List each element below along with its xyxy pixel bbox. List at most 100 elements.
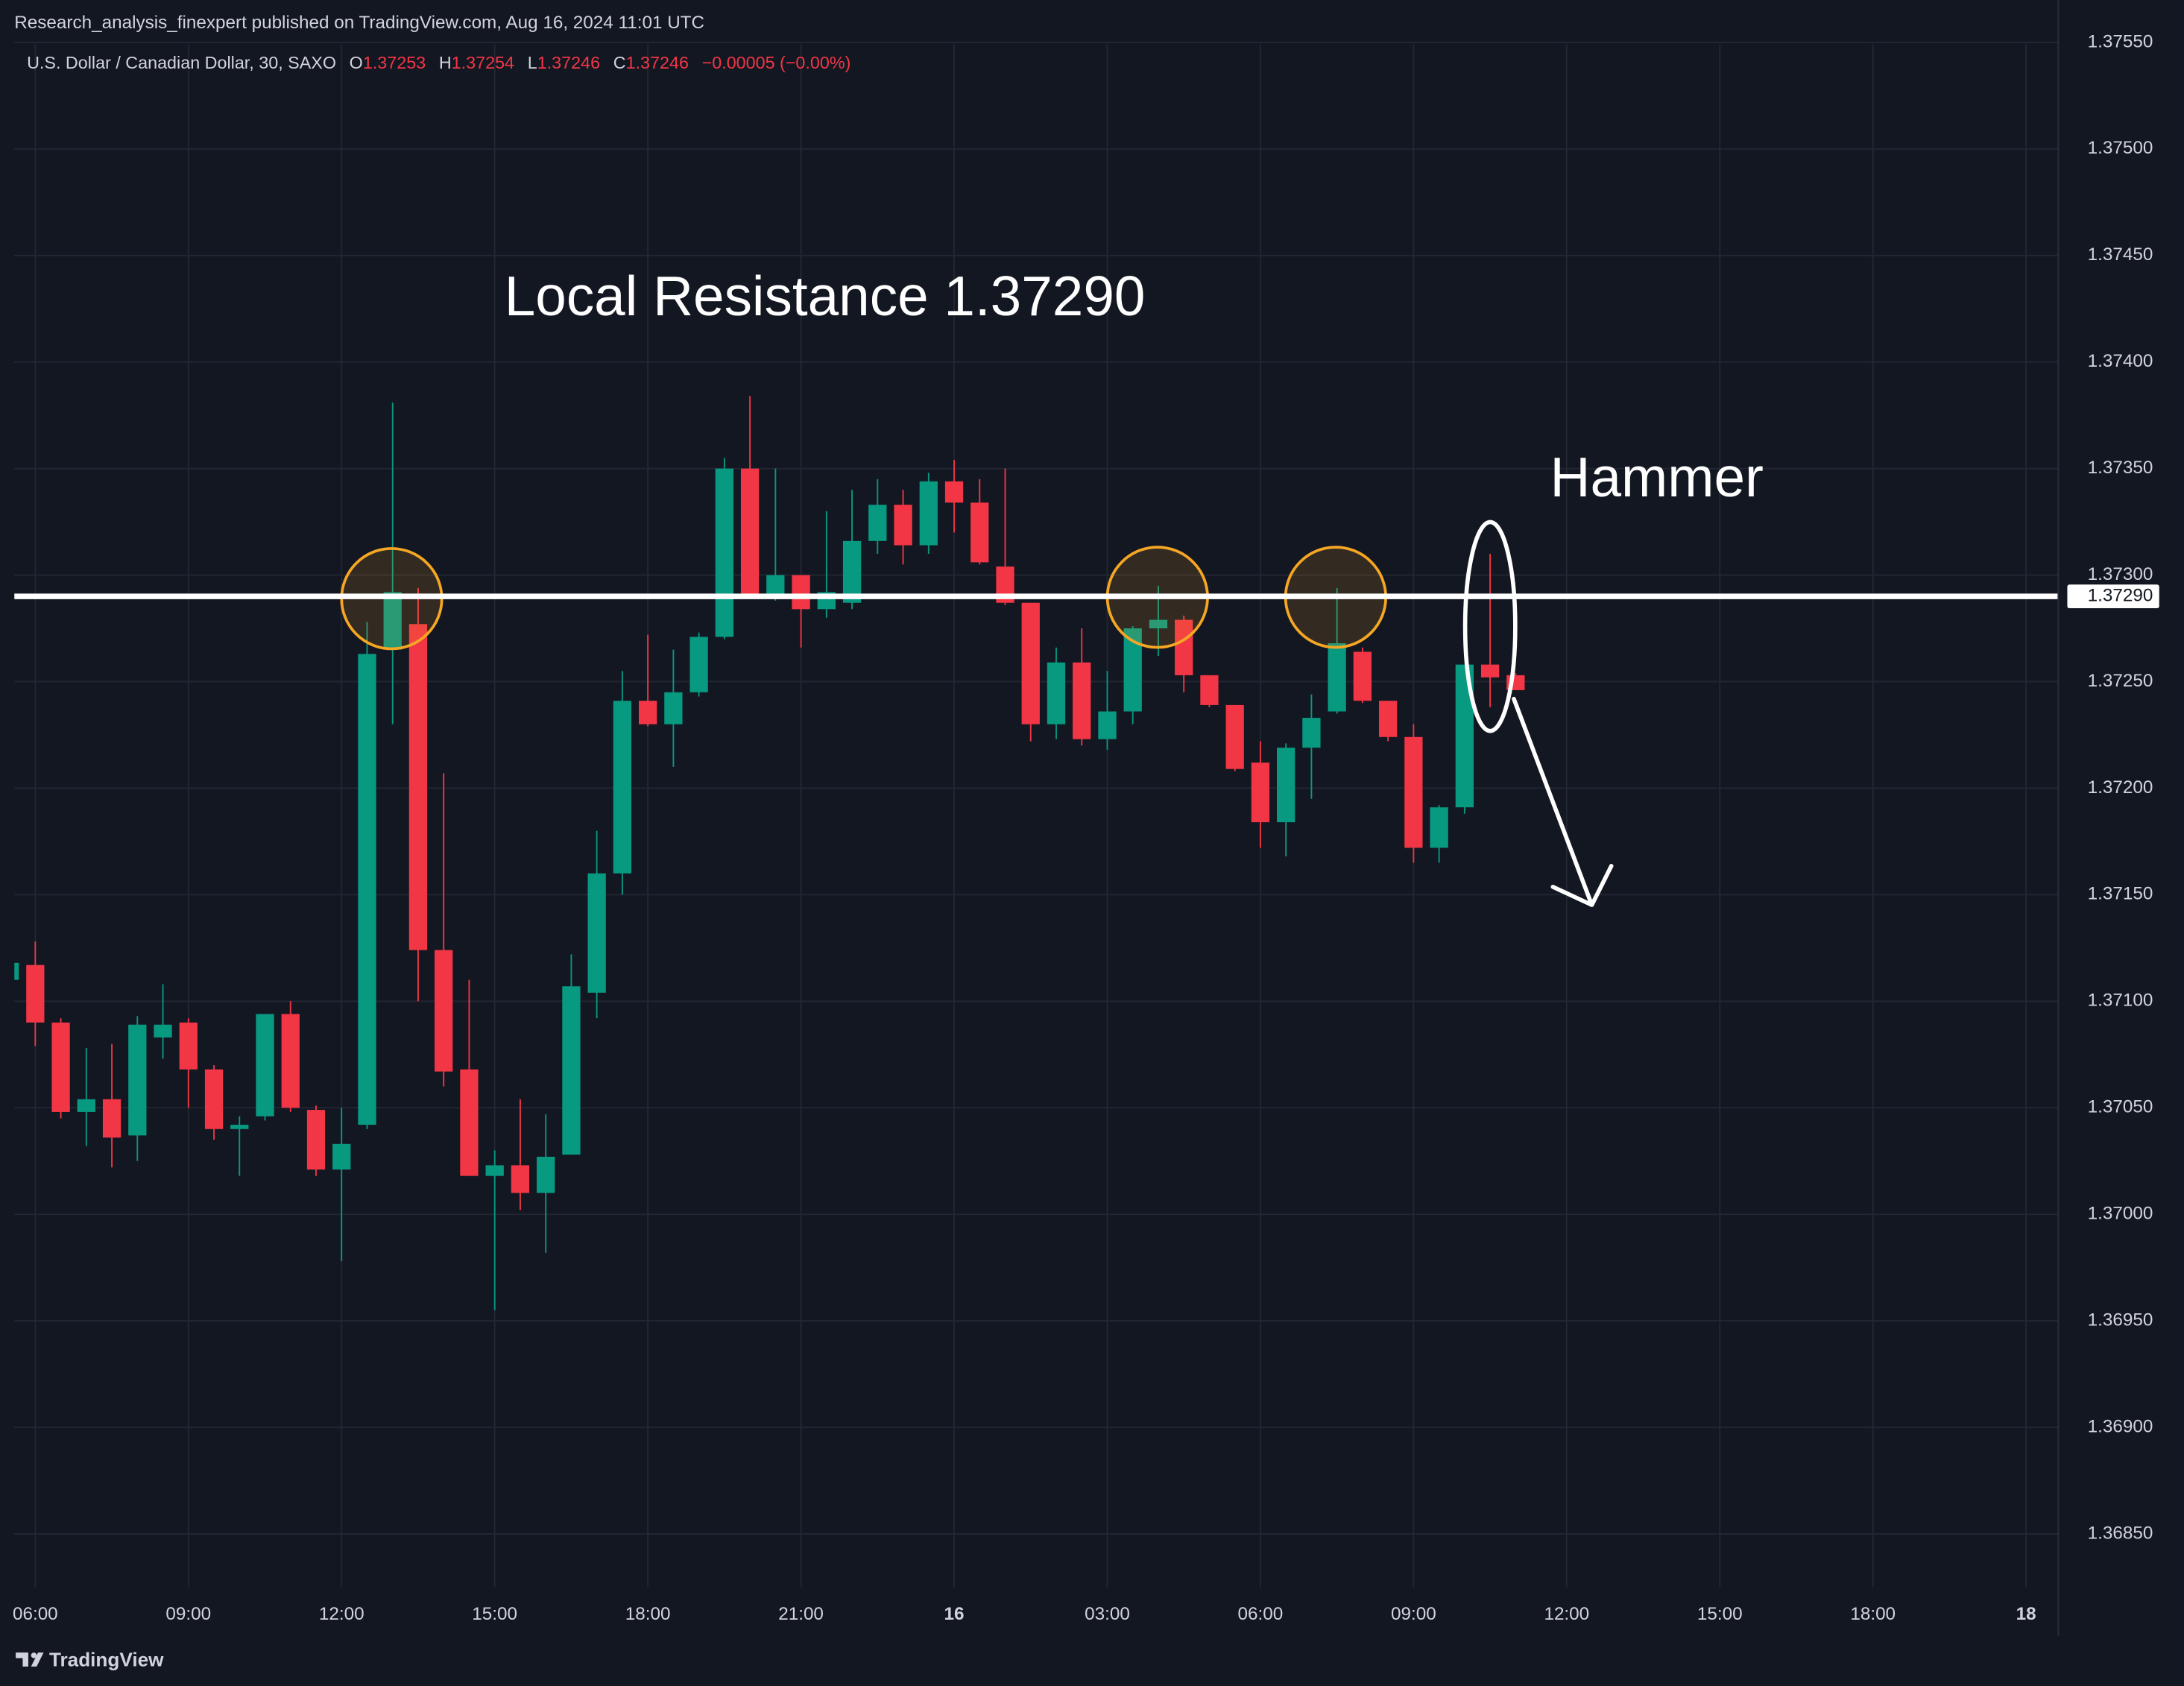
candle-body <box>792 575 810 610</box>
candle-body <box>766 575 785 597</box>
x-tick-label: 06:00 <box>13 1604 58 1624</box>
candle-body <box>664 692 683 724</box>
x-tick-label: 21:00 <box>778 1604 824 1624</box>
candle-body <box>128 1024 147 1136</box>
candle-body <box>1251 763 1270 823</box>
candle-body <box>485 1165 504 1176</box>
candle-body <box>332 1143 351 1170</box>
y-tick-label: 1.37250 <box>2088 671 2153 691</box>
axes: 1.37550 1.37500 1.37450 1.37400 1.37350 1.373… <box>13 0 2161 1636</box>
y-tick-label: 1.37100 <box>2088 991 2153 1011</box>
candle-body <box>281 1014 300 1108</box>
hammer-ellipse <box>1462 520 1518 733</box>
x-tick-label: 06:00 <box>1238 1604 1284 1624</box>
legend-change: −0.00005 (−0.00%) <box>702 53 851 72</box>
x-tick-label: 12:00 <box>1544 1604 1589 1624</box>
legend-label: L <box>528 53 537 72</box>
candle-body <box>1328 643 1346 712</box>
y-tick-label: 1.36950 <box>2088 1310 2153 1330</box>
brand: TradingView <box>49 1648 164 1670</box>
candle-body <box>1430 807 1448 848</box>
x-tick-label: 03:00 <box>1085 1604 1130 1624</box>
candle-body <box>740 468 760 595</box>
candle-body <box>587 873 606 993</box>
y-tick-label: 1.37150 <box>2088 884 2153 904</box>
candle-body <box>919 481 938 546</box>
legend-label: H <box>439 53 452 72</box>
candle-body <box>868 505 887 541</box>
arrow <box>1512 696 1614 907</box>
candle-body <box>511 1165 530 1193</box>
candle-body <box>1353 651 1372 701</box>
candle-body <box>1149 619 1168 629</box>
legend-label: C <box>613 53 626 72</box>
logo-dot <box>31 1652 37 1658</box>
candle-body <box>1175 619 1193 675</box>
y-tick-label: 1.37000 <box>2088 1204 2153 1224</box>
y-tick-label: 1.37350 <box>2088 458 2153 478</box>
legend-value: 1.37253 <box>363 53 426 72</box>
candle-body <box>230 1125 249 1129</box>
candle-body <box>306 1110 326 1170</box>
candle-body <box>204 1069 224 1129</box>
y-tick-label: 1.37050 <box>2088 1097 2153 1117</box>
y-tick-label: 1.36850 <box>2088 1523 2153 1543</box>
candle-body <box>51 1022 70 1112</box>
candle-body <box>358 654 376 1125</box>
candle-body <box>1225 704 1244 769</box>
x-tick-label: 18:00 <box>625 1604 671 1624</box>
candle-body <box>944 481 964 503</box>
candle-body <box>383 592 402 650</box>
candle-body <box>842 540 862 603</box>
candle-body <box>179 1022 198 1070</box>
candle-body <box>460 1069 479 1176</box>
logo: TradingView <box>16 1648 164 1670</box>
candle-body <box>408 624 428 950</box>
x-tick-label: 18:00 <box>1850 1604 1896 1624</box>
candle-body <box>894 505 912 546</box>
candle-body <box>613 701 632 874</box>
legend-label: O <box>350 53 363 72</box>
y-tick-label: 1.36900 <box>2088 1416 2153 1436</box>
candle-body <box>26 964 45 1023</box>
annotation-text: Local Resistance 1.37290 <box>505 265 1146 327</box>
candle-body <box>1378 701 1398 737</box>
candle-body <box>1277 748 1295 823</box>
candle-body <box>154 1024 172 1038</box>
y-tick-label: 1.37450 <box>2088 244 2153 265</box>
candle-body <box>435 950 453 1072</box>
x-tick-label: 16 <box>944 1604 965 1624</box>
candle-body <box>102 1099 121 1138</box>
published-line: Research_analysis_finexpert published on… <box>14 13 704 33</box>
annotations: Local Resistance 1.37290 Hammer <box>14 265 2059 907</box>
symbol: U.S. Dollar / Canadian Dollar, 30, SAXO <box>27 53 336 72</box>
y-tick-label: 1.37550 <box>2088 31 2153 51</box>
candle-body <box>1302 718 1321 748</box>
candle-body <box>14 962 19 980</box>
price-tag <box>2065 583 2161 610</box>
candle-body <box>1404 736 1423 848</box>
candle-body <box>77 1099 95 1112</box>
candle-body <box>1480 664 1500 678</box>
y-tick-label: 1.37400 <box>2088 351 2153 371</box>
candle-body <box>689 637 708 692</box>
legend: U.S. Dollar / Canadian Dollar, 30, SAXO … <box>27 53 850 72</box>
y-tick-label: 1.37500 <box>2088 138 2153 158</box>
legend-value: 1.37246 <box>626 53 689 72</box>
y-tick-label: 1.37200 <box>2088 777 2153 798</box>
logo-mark <box>16 1652 44 1667</box>
x-tick-label: 09:00 <box>1391 1604 1436 1624</box>
candle-body <box>1098 711 1117 739</box>
x-tick-label: 12:00 <box>319 1604 364 1624</box>
y-tick-label: 1.37300 <box>2088 564 2153 584</box>
legend-value: 1.37254 <box>452 53 514 72</box>
candle-body <box>971 502 989 563</box>
legend-value: 1.37246 <box>537 53 600 72</box>
candle-body <box>1047 662 1066 724</box>
candle-body <box>537 1156 555 1193</box>
candle-body <box>256 1014 274 1117</box>
candle-body <box>1021 602 1040 724</box>
